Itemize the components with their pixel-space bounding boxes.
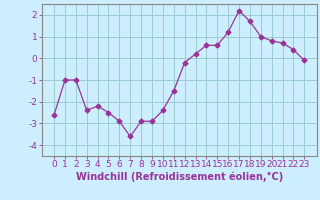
X-axis label: Windchill (Refroidissement éolien,°C): Windchill (Refroidissement éolien,°C) [76,172,283,182]
